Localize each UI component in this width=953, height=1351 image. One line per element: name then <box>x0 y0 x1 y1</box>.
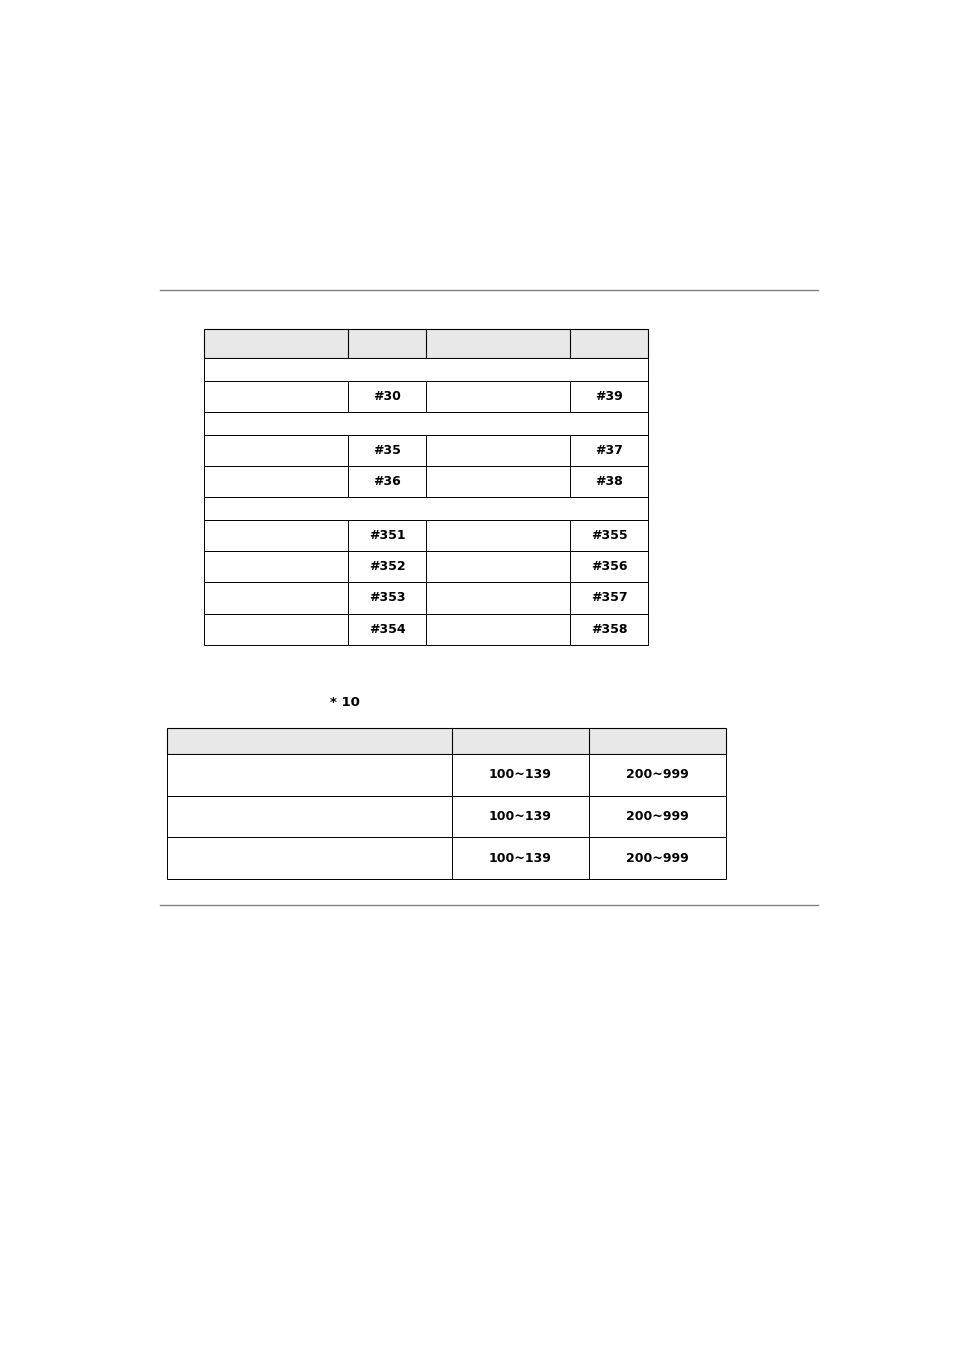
Bar <box>204 582 348 613</box>
Text: * 10: * 10 <box>330 696 359 708</box>
Bar <box>348 582 426 613</box>
Bar <box>570 613 647 644</box>
Bar <box>204 328 647 358</box>
Text: #37: #37 <box>595 443 622 457</box>
Text: 100~139: 100~139 <box>488 811 551 823</box>
Text: #35: #35 <box>373 443 401 457</box>
Bar <box>570 381 647 412</box>
Bar <box>452 796 588 838</box>
Text: #355: #355 <box>590 530 627 542</box>
Bar <box>348 381 426 412</box>
Text: #353: #353 <box>369 592 405 604</box>
Bar <box>426 582 570 613</box>
Bar <box>204 551 348 582</box>
Bar <box>426 551 570 582</box>
Bar <box>426 466 570 497</box>
Bar <box>570 551 647 582</box>
Bar <box>167 754 452 796</box>
Bar <box>588 838 724 880</box>
Bar <box>426 381 570 412</box>
Text: #357: #357 <box>590 592 627 604</box>
Bar <box>348 520 426 551</box>
Bar <box>167 728 725 754</box>
Text: 200~999: 200~999 <box>625 769 688 781</box>
Bar <box>570 435 647 466</box>
Text: 200~999: 200~999 <box>625 811 688 823</box>
Bar <box>348 551 426 582</box>
Text: #39: #39 <box>595 389 622 403</box>
Bar <box>452 754 588 796</box>
Bar <box>588 754 724 796</box>
Bar <box>204 520 348 551</box>
Bar <box>348 435 426 466</box>
Bar <box>204 466 348 497</box>
Text: #38: #38 <box>595 476 622 488</box>
Bar <box>204 613 348 644</box>
Bar <box>570 466 647 497</box>
Text: 100~139: 100~139 <box>488 769 551 781</box>
Bar <box>348 466 426 497</box>
Bar <box>167 796 452 838</box>
Bar <box>348 613 426 644</box>
Text: #36: #36 <box>373 476 400 488</box>
Bar <box>167 838 452 880</box>
Bar <box>204 381 348 412</box>
Bar <box>204 497 647 520</box>
Text: #30: #30 <box>373 389 401 403</box>
Bar <box>570 520 647 551</box>
Text: #358: #358 <box>590 623 627 636</box>
Bar <box>426 520 570 551</box>
Bar <box>570 582 647 613</box>
Text: 100~139: 100~139 <box>488 851 551 865</box>
Text: #351: #351 <box>369 530 405 542</box>
Bar <box>452 838 588 880</box>
Text: #356: #356 <box>590 561 627 573</box>
Text: #354: #354 <box>369 623 405 636</box>
Bar <box>204 358 647 381</box>
Bar <box>204 435 348 466</box>
Bar <box>204 412 647 435</box>
Text: #352: #352 <box>369 561 405 573</box>
Bar <box>426 613 570 644</box>
Bar <box>588 796 724 838</box>
Bar <box>426 435 570 466</box>
Text: 200~999: 200~999 <box>625 851 688 865</box>
